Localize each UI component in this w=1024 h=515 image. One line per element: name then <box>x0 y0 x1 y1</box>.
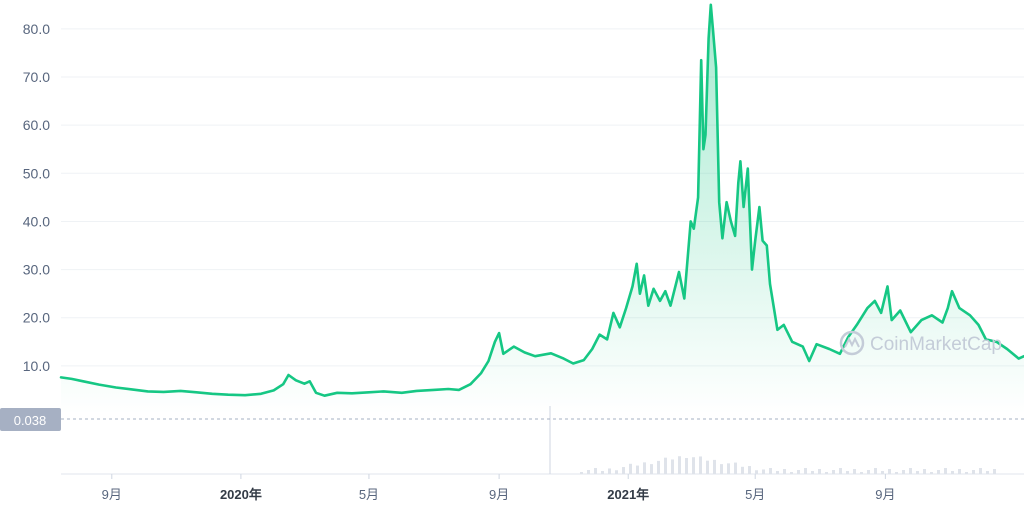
volume-bar <box>944 468 947 474</box>
current-value-label: 0.038 <box>14 413 47 428</box>
current-value-badge: 0.038 <box>0 408 1024 431</box>
volume-bar <box>937 470 940 474</box>
volume-bar <box>713 459 716 474</box>
volume-bar <box>608 468 611 474</box>
volume-bar <box>979 468 982 474</box>
volume-bar <box>671 459 674 474</box>
volume-bar <box>965 472 968 474</box>
volume-bar <box>664 457 667 474</box>
y-tick-label: 80.0 <box>23 21 50 37</box>
y-axis: 10.0 20.0 30.0 40.0 50.0 60.0 70.0 80.0 <box>23 21 50 374</box>
volume-bar <box>902 470 905 474</box>
volume-bar <box>951 471 954 474</box>
volume-bar <box>783 469 786 474</box>
volume-bar <box>825 472 828 474</box>
volume-bar <box>811 471 814 474</box>
y-tick-label: 10.0 <box>23 358 50 374</box>
volume-bar <box>790 472 793 474</box>
y-tick-label: 20.0 <box>23 310 50 326</box>
volume-bar <box>615 470 618 474</box>
volume-bar <box>699 456 702 474</box>
x-tick-label: 5月 <box>745 487 765 502</box>
x-tick-label: 2021年 <box>607 487 649 502</box>
volume-bar <box>874 468 877 474</box>
y-tick-label: 70.0 <box>23 69 50 85</box>
volume-bar <box>587 470 590 474</box>
y-tick-label: 40.0 <box>23 213 50 229</box>
logo-wave-icon <box>844 336 860 348</box>
line-layer <box>59 3 1024 397</box>
volume-bar <box>839 468 842 474</box>
volume-bar <box>853 469 856 474</box>
volume-bar <box>727 463 730 474</box>
volume-bar <box>916 471 919 474</box>
volume-bar <box>930 472 933 474</box>
volume-bar <box>594 468 597 474</box>
volume-bar <box>622 467 625 474</box>
volume-bar <box>867 470 870 474</box>
volume-bar <box>741 466 744 474</box>
volume-bar <box>832 470 835 474</box>
volume-bar <box>888 469 891 474</box>
y-tick-label: 50.0 <box>23 165 50 181</box>
volume-bar <box>685 458 688 474</box>
volume-bar <box>923 469 926 474</box>
area-layer <box>61 4 1024 415</box>
volume-bar <box>846 471 849 474</box>
volume-bar <box>860 472 863 474</box>
volume-bar <box>692 457 695 474</box>
volume-bar <box>580 472 583 474</box>
volume-bar <box>986 471 989 474</box>
x-tick-label: 2020年 <box>220 487 262 502</box>
volume-bar <box>804 468 807 474</box>
x-tick-label: 9月 <box>875 487 895 502</box>
volume-bar <box>601 471 604 474</box>
x-tick-label: 9月 <box>102 487 122 502</box>
watermark-text: CoinMarketCap <box>870 334 1002 355</box>
watermark: CoinMarketCap <box>839 330 1002 356</box>
volume-bar <box>972 470 975 474</box>
volume-bar <box>748 466 751 474</box>
volume-bar <box>881 471 884 474</box>
x-tick-label: 5月 <box>359 487 379 502</box>
volume-bar <box>734 462 737 474</box>
x-tick-label: 9月 <box>489 487 509 502</box>
volume-bar <box>720 464 723 474</box>
volume-bar <box>958 469 961 474</box>
volume-bar <box>762 469 765 474</box>
volume-bar <box>993 469 996 474</box>
price-line[interactable] <box>59 3 1024 397</box>
volume-bar <box>706 460 709 474</box>
y-tick-label: 30.0 <box>23 262 50 278</box>
volume-bar <box>769 468 772 474</box>
volume-bar <box>678 456 681 474</box>
grid-layer <box>61 28 1024 367</box>
coinmarketcap-logo-icon <box>839 330 865 356</box>
volume-bar <box>895 472 898 474</box>
volume-bar <box>643 462 646 474</box>
volume-bar <box>909 468 912 474</box>
volume-bar <box>818 469 821 474</box>
x-axis: 9月 2020年 5月 9月 2021年 5月 9月 <box>102 474 895 502</box>
volume-bar <box>776 471 779 474</box>
current-value-box <box>0 408 61 431</box>
volume-bar <box>797 470 800 474</box>
volume-bar <box>629 463 632 474</box>
volume-bar <box>755 470 758 474</box>
volume-bar <box>636 465 639 474</box>
y-tick-label: 60.0 <box>23 117 50 133</box>
volume-bar <box>650 464 653 474</box>
price-area <box>61 4 1024 415</box>
volume-bar <box>657 460 660 474</box>
volume-area <box>61 406 1024 475</box>
